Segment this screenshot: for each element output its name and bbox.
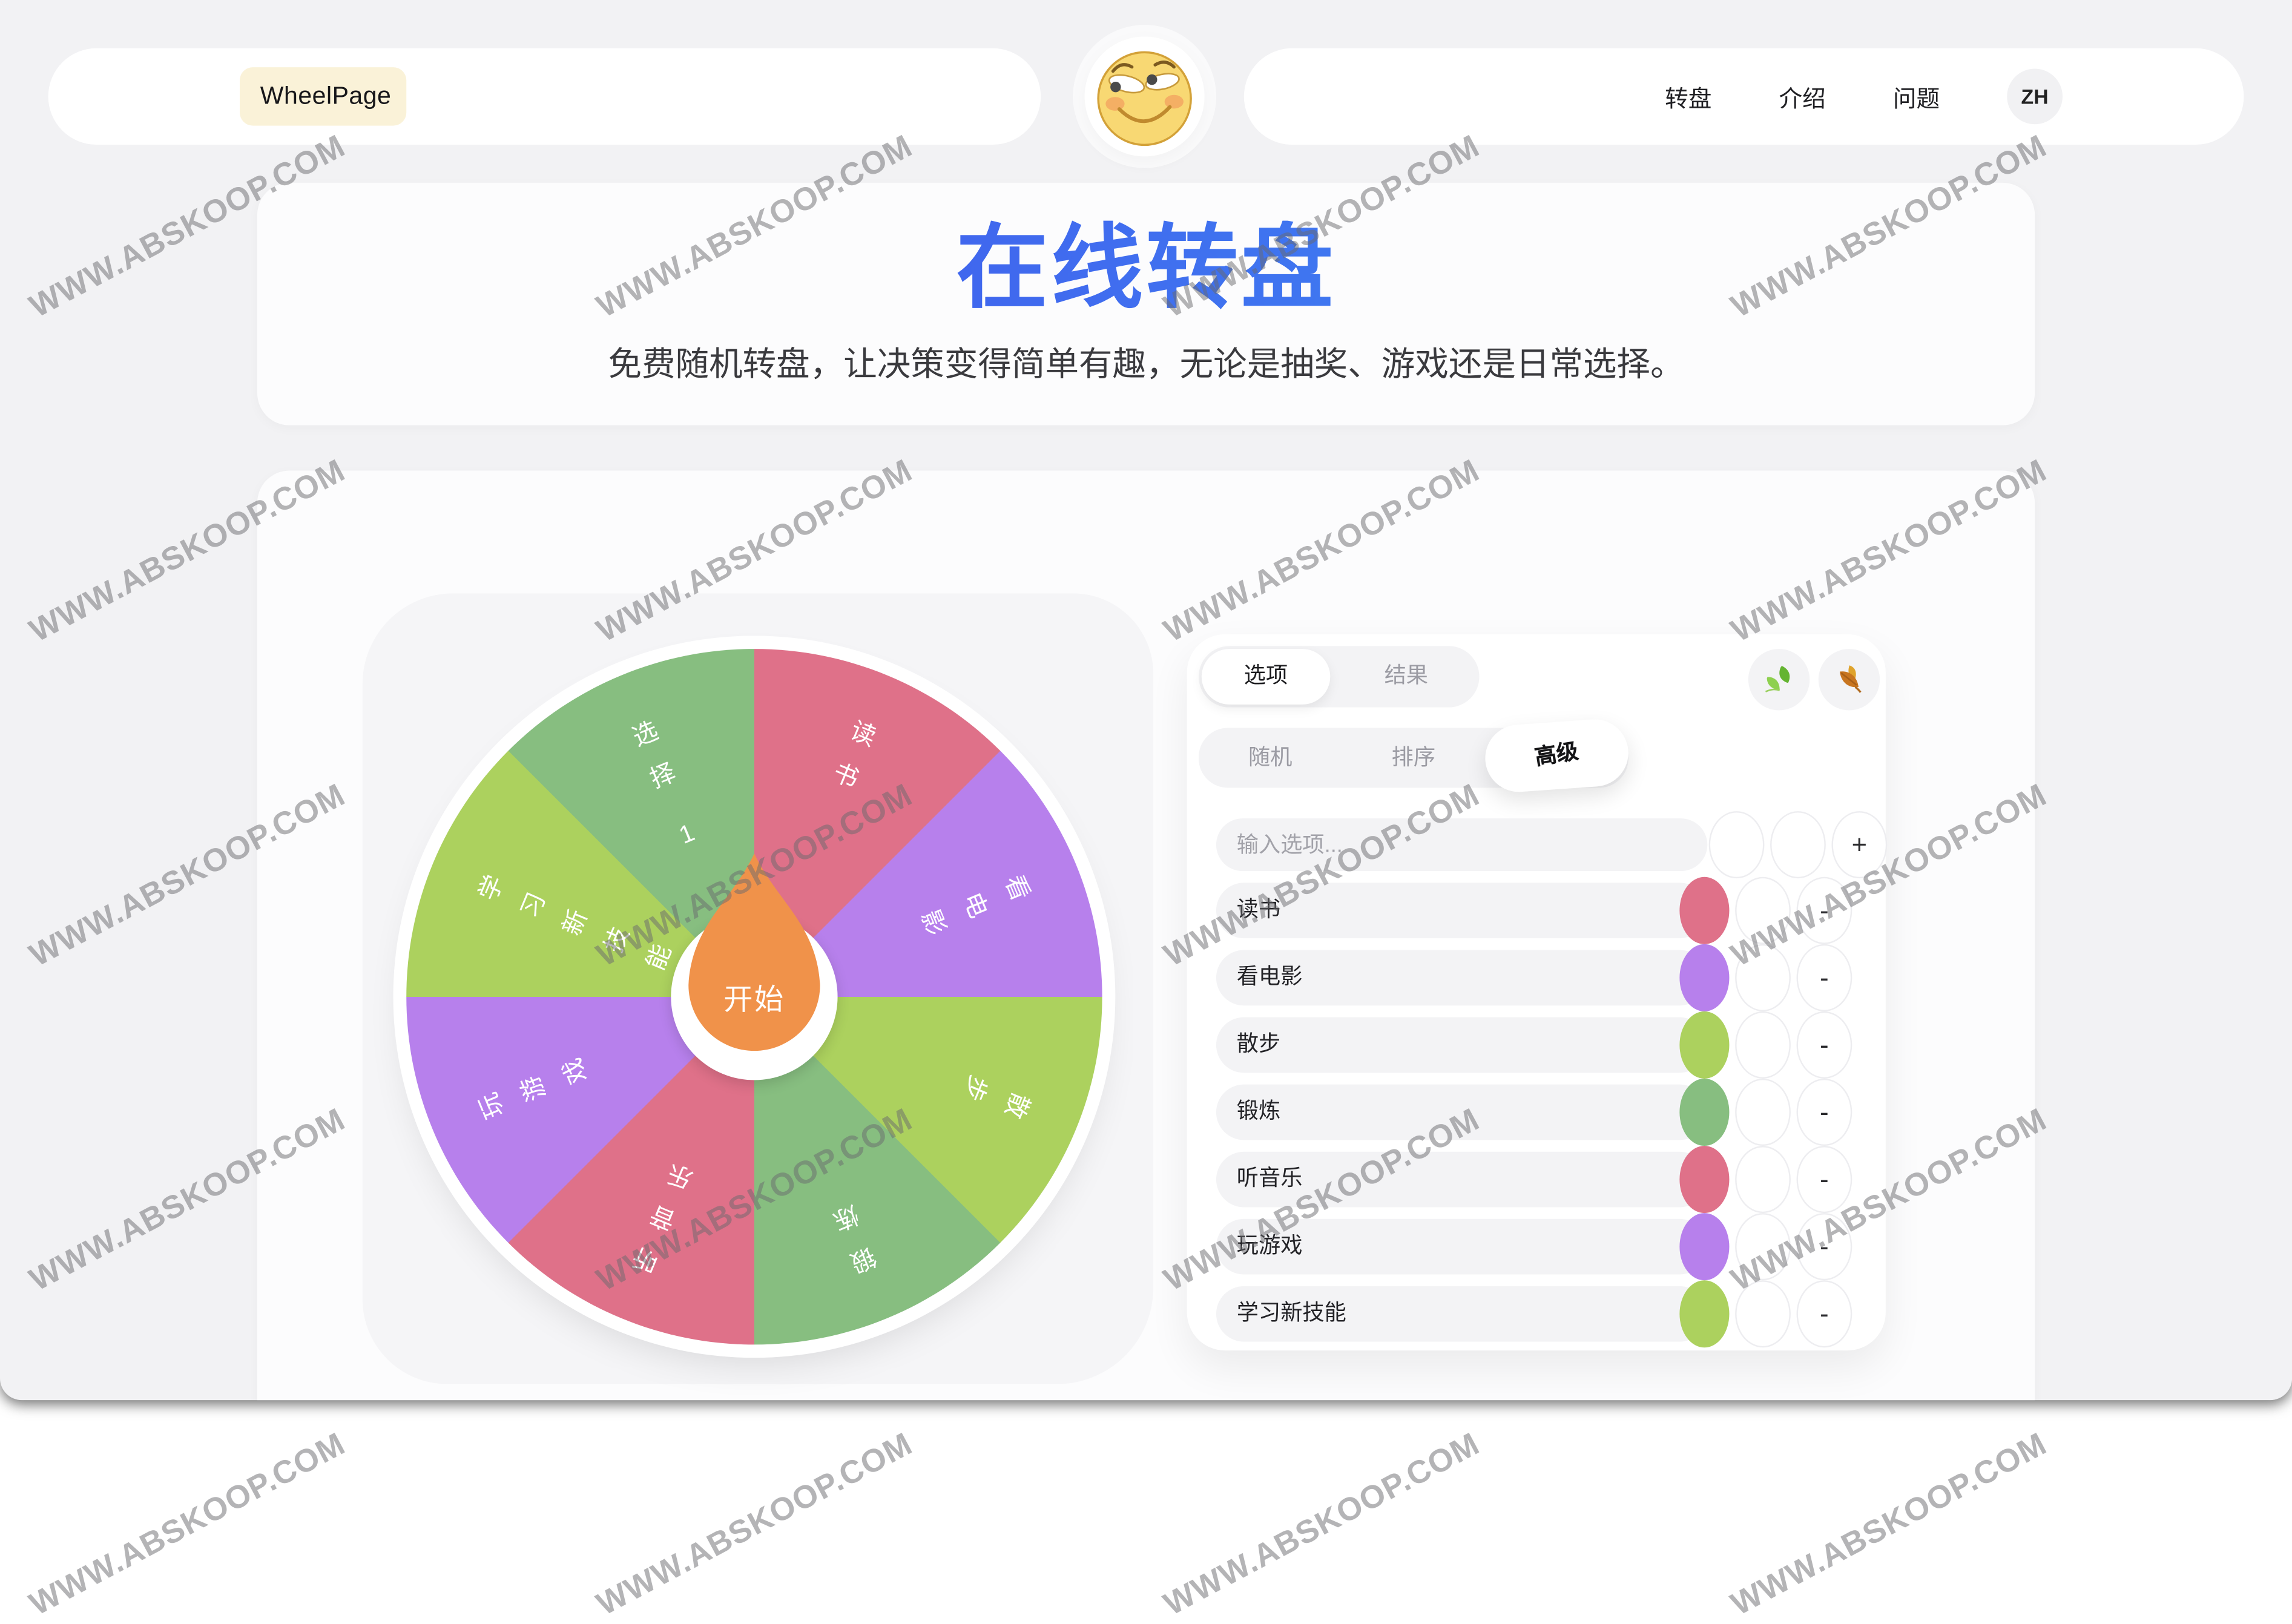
- nav-item[interactable]: 介绍: [1779, 87, 1826, 113]
- option-label: 看电影: [1236, 964, 1303, 990]
- watermark-text: WWW.ABSKOOP.COM: [1158, 1425, 1486, 1623]
- option-label: 玩游戏: [1236, 1233, 1303, 1258]
- option-row: 散步 -: [1216, 1011, 1852, 1079]
- option-color-swatch[interactable]: [1679, 1280, 1730, 1348]
- option-row: 读书 -: [1216, 876, 1852, 944]
- watermark-text: WWW.ABSKOOP.COM: [23, 1425, 351, 1623]
- minus-icon: -: [1820, 963, 1829, 993]
- page: WheelPage 转盘 介绍 问题 ZH: [0, 0, 2292, 1401]
- option-color-swatch[interactable]: [1679, 1213, 1730, 1281]
- option-color-swatch[interactable]: [1679, 1011, 1730, 1079]
- remove-option-button[interactable]: -: [1796, 1078, 1852, 1146]
- option-label: 锻炼: [1236, 1099, 1281, 1124]
- remove-option-button[interactable]: -: [1796, 944, 1852, 1011]
- wheel-pointer-icon: [688, 853, 820, 1051]
- language-button[interactable]: ZH: [2007, 68, 2063, 125]
- option-row: 玩游戏 -: [1216, 1213, 1852, 1281]
- option-row: 听音乐 -: [1216, 1146, 1852, 1214]
- header-nav-bar: 转盘 介绍 问题 ZH: [1243, 48, 2244, 145]
- option-label: 散步: [1236, 1031, 1281, 1057]
- option-weight-slot[interactable]: [1735, 1078, 1791, 1146]
- remove-option-button[interactable]: -: [1796, 1146, 1852, 1214]
- site-logo[interactable]: WheelPage: [239, 48, 406, 145]
- main-nav: 转盘 介绍 问题 ZH: [1665, 48, 2063, 145]
- option-label: 学习新技能: [1236, 1300, 1346, 1326]
- nav-item[interactable]: 转盘: [1665, 87, 1712, 113]
- mode-tab[interactable]: 随机: [1248, 745, 1293, 771]
- start-button[interactable]: 开始: [723, 984, 785, 1017]
- logo-highlight: [239, 67, 406, 126]
- option-weight-slot[interactable]: [1735, 1146, 1791, 1214]
- watermark-text: WWW.ABSKOOP.COM: [590, 1425, 918, 1623]
- add-option-row: +: [1216, 811, 1888, 879]
- remove-option-button[interactable]: -: [1796, 1213, 1852, 1281]
- minus-icon: -: [1820, 1030, 1829, 1060]
- option-row: 学习新技能 -: [1216, 1280, 1852, 1348]
- mode-tab-group: 随机 排序 高级: [1198, 717, 1631, 795]
- option-color-swatch[interactable]: [1679, 876, 1730, 944]
- green-leaf-button[interactable]: [1748, 649, 1810, 711]
- logo-text: WheelPage: [260, 82, 392, 110]
- option-input[interactable]: [1216, 818, 1708, 872]
- minus-icon: -: [1820, 1165, 1829, 1194]
- plus-icon: +: [1851, 830, 1868, 860]
- fallen-leaf-button[interactable]: [1818, 649, 1880, 711]
- option-label: 听音乐: [1236, 1166, 1303, 1191]
- option-weight-slot[interactable]: [1735, 1213, 1791, 1281]
- option-label: 读书: [1236, 897, 1281, 922]
- option-color-swatch[interactable]: [1679, 1078, 1730, 1146]
- remove-option-button[interactable]: -: [1796, 1011, 1852, 1079]
- options-panel: 选项 结果: [1187, 634, 1888, 1351]
- watermark-text: WWW.ABSKOOP.COM: [1725, 1425, 2053, 1623]
- minus-icon: -: [1820, 1097, 1829, 1127]
- smirking-face-icon: [1097, 51, 1192, 146]
- minus-icon: -: [1820, 1232, 1829, 1261]
- view-tab-group: 选项 结果: [1198, 646, 1480, 708]
- option-weight-slot[interactable]: [1735, 1280, 1791, 1348]
- nav-item[interactable]: 问题: [1892, 87, 1940, 113]
- minus-icon: -: [1820, 1299, 1829, 1329]
- hero-card: 在线转盘 免费随机转盘，让决策变得简单有趣，无论是抽奖、游戏还是日常选择。: [257, 182, 2035, 426]
- option-color-swatch[interactable]: [1679, 1146, 1730, 1214]
- option-row: 锻炼 -: [1216, 1078, 1852, 1146]
- option-weight-slot[interactable]: [1735, 944, 1791, 1011]
- theme-buttons: [1748, 649, 1880, 711]
- minus-icon: -: [1820, 896, 1829, 925]
- logo-emoji[interactable]: [1084, 36, 1205, 157]
- view-tab[interactable]: 结果: [1384, 663, 1429, 689]
- option-row: 看电影 -: [1216, 944, 1852, 1011]
- add-option-button[interactable]: +: [1831, 811, 1888, 879]
- view-tab[interactable]: 选项: [1201, 649, 1331, 705]
- fallen-leaf-icon: [1839, 665, 1862, 693]
- page-subtitle: 免费随机转盘，让决策变得简单有趣，无论是抽奖、游戏还是日常选择。: [608, 345, 1684, 383]
- green-leaf-icon: [1765, 666, 1790, 692]
- header-left-bar: WheelPage: [48, 48, 1041, 145]
- weight-slot[interactable]: [1770, 811, 1826, 879]
- color-slot[interactable]: [1708, 811, 1765, 879]
- mode-tab[interactable]: 高级: [1483, 717, 1631, 795]
- option-weight-slot[interactable]: [1735, 876, 1791, 944]
- mode-tab[interactable]: 排序: [1391, 745, 1436, 771]
- option-color-swatch[interactable]: [1679, 944, 1730, 1011]
- page-title: 在线转盘: [257, 220, 2035, 317]
- remove-option-button[interactable]: -: [1796, 1280, 1852, 1348]
- remove-option-button[interactable]: -: [1796, 876, 1852, 944]
- option-weight-slot[interactable]: [1735, 1011, 1791, 1079]
